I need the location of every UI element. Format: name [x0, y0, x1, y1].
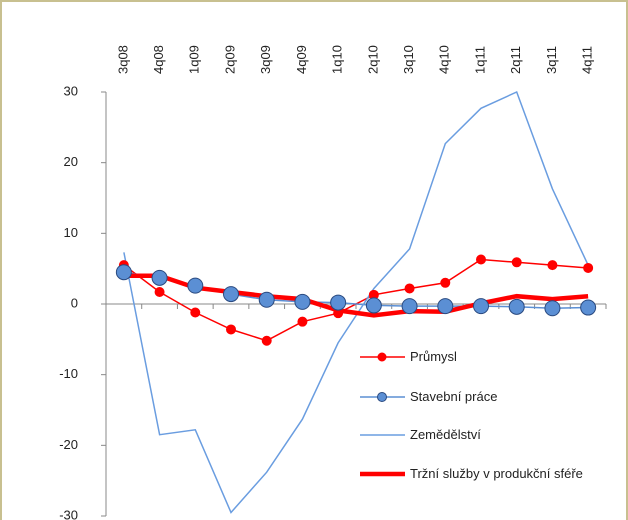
point [547, 260, 558, 271]
x-tick-label: 1q11 [472, 46, 487, 74]
y-tick-label: -10 [59, 366, 78, 381]
x-tick-label: 2q09 [222, 45, 237, 74]
x-tick-label: 3q08 [115, 45, 130, 74]
x-tick-label: 4q11 [580, 46, 595, 74]
legend-label: Stavební práce [410, 389, 498, 404]
point [437, 298, 454, 315]
point [154, 286, 165, 297]
x-tick-label: 3q09 [258, 45, 273, 74]
point [294, 293, 311, 310]
point [365, 297, 382, 314]
x-tick-label: 2q10 [365, 45, 380, 74]
y-tick-label: 30 [64, 83, 78, 98]
legend-label: Průmysl [410, 349, 457, 364]
point [190, 307, 201, 318]
point [583, 262, 594, 273]
point [151, 269, 168, 286]
x-tick-label: 1q10 [330, 45, 345, 74]
y-tick-label: 0 [71, 295, 78, 310]
point [544, 300, 561, 317]
point [401, 298, 418, 315]
point [580, 299, 597, 316]
point [404, 283, 415, 294]
x-tick-label: 4q09 [294, 45, 309, 74]
point [187, 277, 204, 294]
x-tick-label: 1q09 [187, 45, 202, 74]
point [508, 298, 525, 315]
series-line [123, 90, 589, 514]
point [261, 335, 272, 346]
point [226, 324, 236, 335]
point [511, 257, 522, 268]
y-tick-label: 20 [64, 154, 78, 169]
point [473, 298, 489, 315]
point [223, 286, 239, 303]
x-tick-label: 4q08 [151, 45, 166, 74]
x-tick-label: 2q11 [508, 46, 523, 74]
x-tick-label: 3q11 [544, 46, 559, 74]
x-tick-label: 4q10 [437, 45, 452, 74]
point [115, 264, 132, 281]
point [258, 291, 275, 308]
legend-label: Tržní služby v produkční sféře [410, 466, 583, 481]
legend-marker [377, 392, 387, 402]
y-tick-label: -30 [59, 507, 78, 520]
y-tick-label: -20 [59, 437, 78, 452]
point [330, 294, 347, 311]
legend-marker [377, 352, 387, 362]
legend-label: Zemědělství [410, 427, 481, 442]
x-tick-label: 3q10 [401, 45, 416, 74]
point [440, 277, 451, 288]
point [297, 316, 308, 327]
y-tick-label: 10 [64, 225, 78, 240]
point [476, 254, 486, 265]
